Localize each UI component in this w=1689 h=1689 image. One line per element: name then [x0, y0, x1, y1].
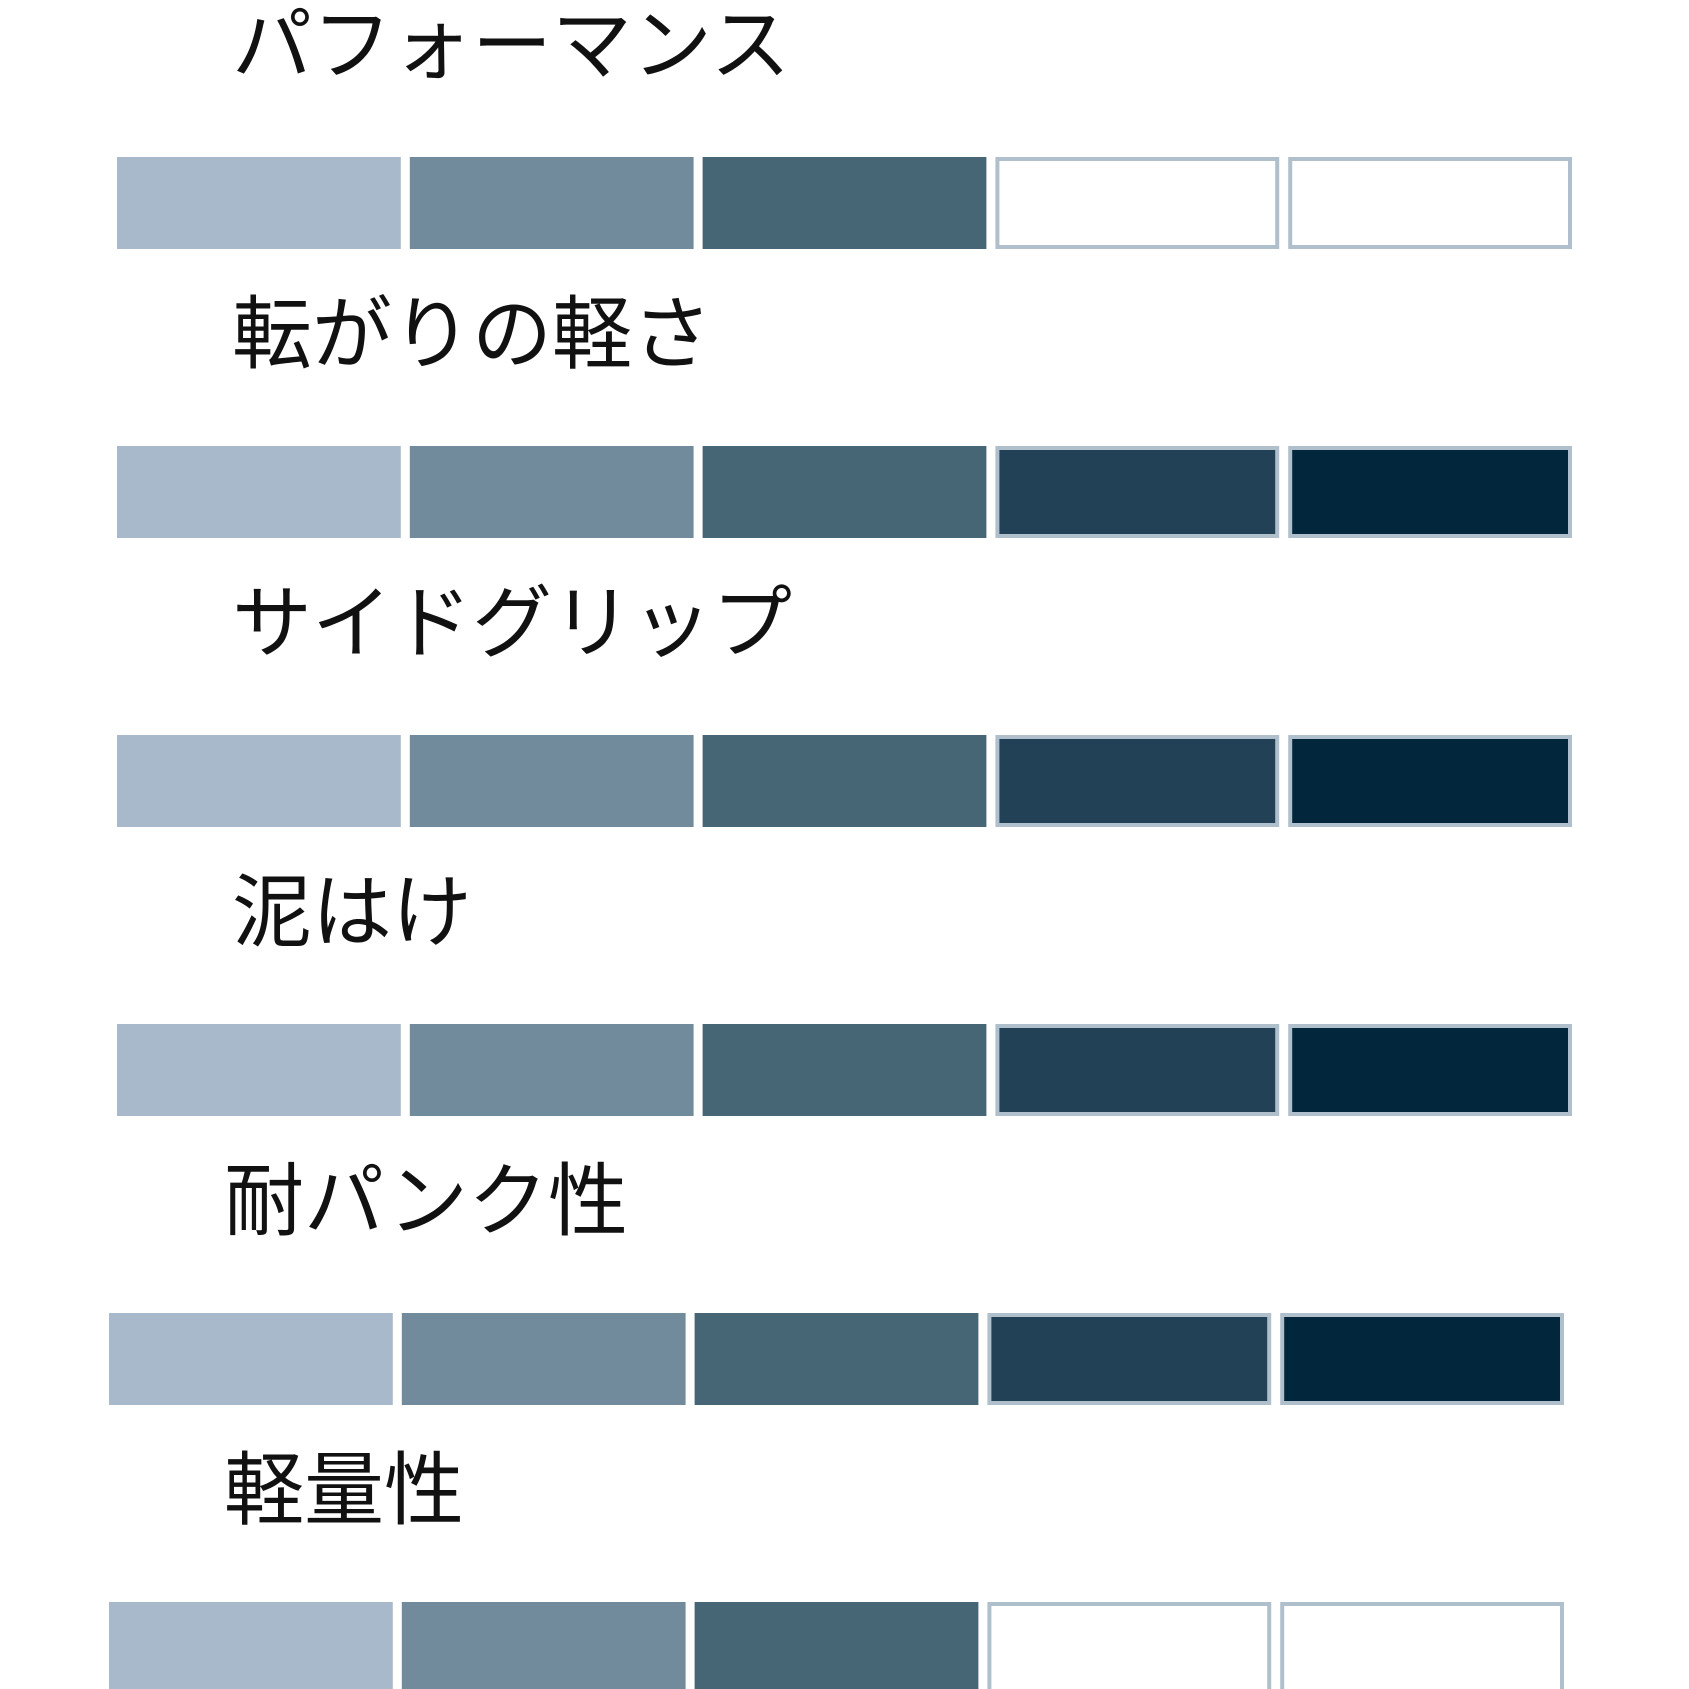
rating-segment-filled — [109, 1313, 393, 1405]
rating-segment-filled — [117, 735, 401, 827]
rating-label: パフォーマンス — [232, 0, 790, 92]
rating-segment-filled — [694, 1313, 979, 1405]
rating-label: 転がりの軽さ — [232, 288, 712, 381]
rating-segment-filled — [702, 735, 987, 827]
rating-segment-filled — [401, 1313, 686, 1405]
rating-segment-filled — [1288, 1024, 1572, 1116]
rating-segment-filled — [109, 1602, 393, 1689]
rating-segment-empty — [995, 157, 1280, 249]
rating-segment-empty — [987, 1602, 1272, 1689]
rating-row: サイドグリップ — [117, 577, 1572, 827]
rating-segment-filled — [702, 446, 987, 538]
rating-label: 泥はけ — [232, 866, 472, 959]
rating-segment-filled — [117, 446, 401, 538]
rating-segment-filled — [995, 735, 1280, 827]
rating-segment-filled — [995, 1024, 1280, 1116]
rating-segment-filled — [401, 1602, 686, 1689]
rating-segment-filled — [409, 735, 694, 827]
rating-segment-filled — [702, 1024, 987, 1116]
rating-label: 耐パンク性 — [224, 1155, 628, 1248]
rating-segment-filled — [995, 446, 1280, 538]
rating-segment-empty — [1288, 157, 1572, 249]
rating-segment-filled — [987, 1313, 1272, 1405]
rating-label: サイドグリップ — [232, 577, 792, 670]
rating-row: 泥はけ — [117, 866, 1572, 1116]
rating-segment-filled — [409, 446, 694, 538]
rating-segment-filled — [1280, 1313, 1564, 1405]
rating-segment-filled — [1288, 735, 1572, 827]
rating-segment-filled — [117, 1024, 401, 1116]
rating-segment-filled — [117, 157, 401, 249]
rating-segment-filled — [694, 1602, 979, 1689]
rating-label: 軽量性 — [224, 1444, 464, 1537]
rating-segment-filled — [409, 157, 694, 249]
rating-row: 転がりの軽さ — [117, 288, 1572, 538]
rating-segment-empty — [1280, 1602, 1564, 1689]
rating-row: パフォーマンス — [117, 0, 1572, 249]
rating-row: 耐パンク性 — [109, 1155, 1564, 1405]
rating-segment-filled — [409, 1024, 694, 1116]
rating-segment-filled — [702, 157, 987, 249]
rating-row: 軽量性 — [109, 1444, 1564, 1689]
rating-segment-filled — [1288, 446, 1572, 538]
